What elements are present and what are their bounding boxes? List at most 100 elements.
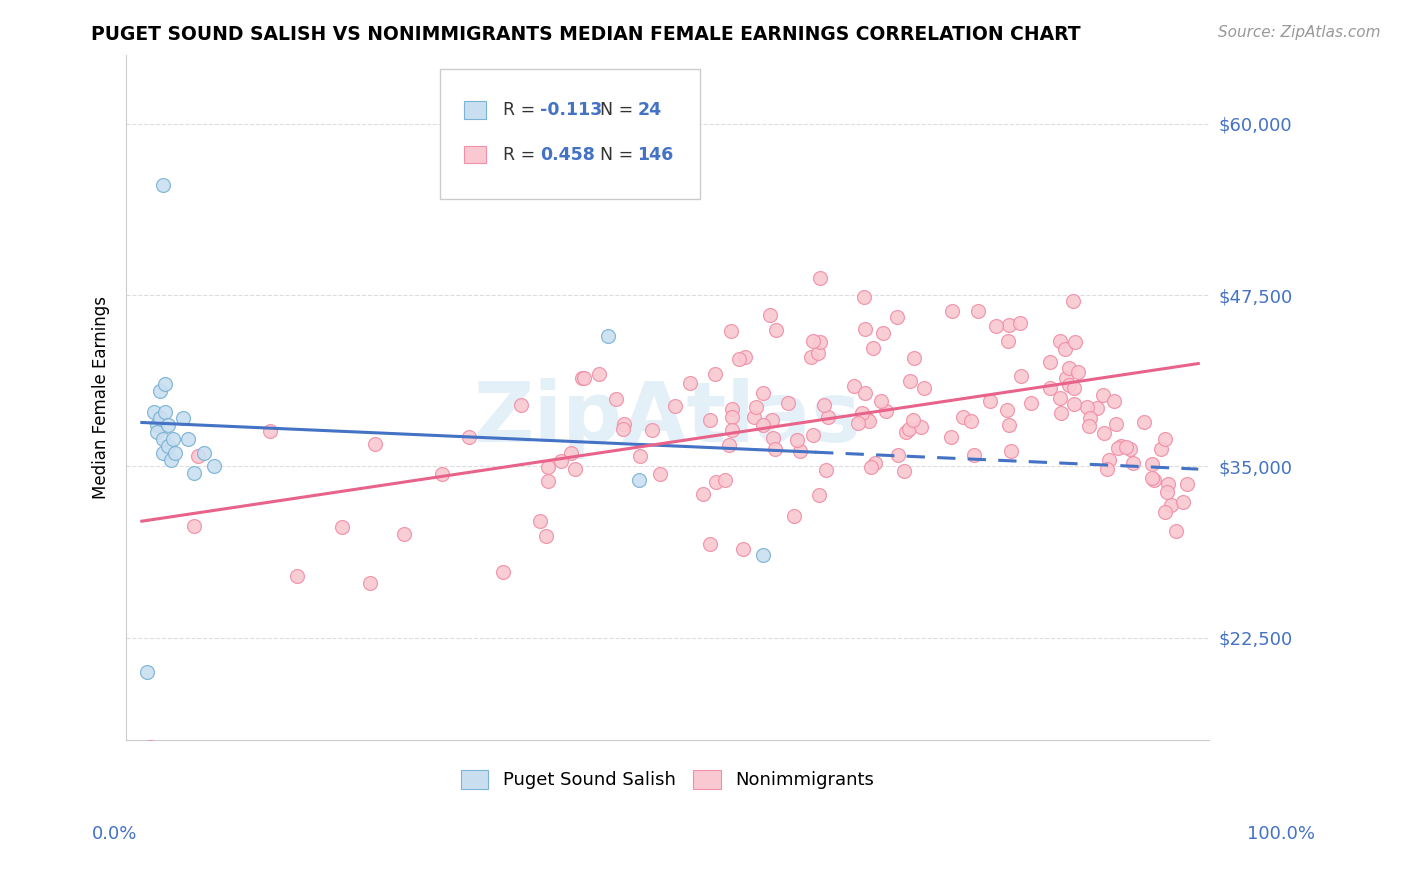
Point: [910, 420, 932, 434]
Y-axis label: Median Female Earnings: Median Female Earnings: [93, 296, 110, 500]
Point: [851, 406, 873, 420]
Point: [814, 463, 837, 477]
Point: [202, 459, 225, 474]
Point: [997, 334, 1019, 348]
Point: [717, 438, 740, 452]
Point: [817, 410, 839, 425]
FancyBboxPatch shape: [464, 102, 485, 119]
Point: [761, 412, 783, 426]
Point: [952, 410, 974, 425]
Point: [612, 422, 634, 436]
Point: [1104, 417, 1126, 431]
Point: [745, 401, 768, 415]
Point: [903, 351, 925, 366]
Point: [1115, 440, 1137, 454]
Point: [721, 423, 744, 437]
Point: [564, 461, 586, 475]
Point: [853, 290, 876, 304]
Point: [995, 403, 1018, 417]
Point: [765, 323, 787, 337]
Point: [1067, 365, 1090, 379]
Point: [1119, 442, 1142, 456]
Point: [1173, 495, 1195, 509]
Point: [149, 384, 172, 398]
Point: [534, 529, 557, 543]
Point: [1133, 416, 1156, 430]
Point: [510, 398, 533, 412]
Point: [898, 374, 921, 388]
Point: [650, 467, 672, 482]
Point: [720, 324, 742, 338]
Point: [153, 377, 176, 392]
Point: [734, 350, 756, 364]
Point: [162, 432, 184, 446]
Point: [751, 386, 773, 401]
Point: [858, 413, 880, 427]
Point: [808, 271, 831, 285]
Point: [941, 304, 963, 318]
Point: [752, 549, 775, 563]
FancyBboxPatch shape: [464, 146, 485, 163]
Point: [1049, 391, 1071, 405]
Point: [537, 474, 560, 488]
Point: [1153, 432, 1175, 446]
Point: [1153, 505, 1175, 519]
Point: [778, 395, 800, 409]
Point: [901, 413, 924, 427]
Text: -0.113: -0.113: [540, 101, 602, 119]
Point: [1077, 418, 1099, 433]
Point: [1021, 396, 1043, 410]
Point: [912, 381, 935, 395]
Text: R =: R =: [503, 101, 541, 119]
Point: [588, 367, 610, 381]
Point: [808, 335, 831, 350]
FancyBboxPatch shape: [440, 69, 700, 199]
Point: [457, 429, 479, 443]
Point: [1050, 406, 1073, 420]
Text: 0.458: 0.458: [540, 145, 595, 163]
Point: [1057, 378, 1080, 392]
Point: [1039, 381, 1062, 395]
Point: [143, 404, 166, 418]
Text: N =: N =: [600, 145, 640, 163]
Point: [848, 416, 870, 430]
Point: [1156, 485, 1178, 500]
Point: [394, 527, 416, 541]
Point: [152, 178, 174, 193]
Text: 0.0%: 0.0%: [91, 825, 136, 843]
Point: [136, 665, 159, 679]
Point: [1157, 476, 1180, 491]
Point: [183, 518, 205, 533]
Point: [744, 410, 766, 425]
Point: [627, 473, 650, 487]
Point: [529, 514, 551, 528]
Point: [1078, 410, 1101, 425]
Point: [1087, 401, 1109, 415]
Point: [844, 379, 866, 393]
Point: [259, 424, 281, 438]
Point: [149, 411, 172, 425]
Point: [1166, 524, 1188, 539]
Point: [1098, 453, 1121, 467]
Point: [813, 398, 835, 412]
Point: [152, 432, 174, 446]
Text: 146: 146: [637, 145, 673, 163]
Point: [759, 308, 782, 322]
Point: [1092, 388, 1115, 402]
Point: [801, 428, 824, 442]
Text: 24: 24: [637, 101, 661, 119]
Point: [537, 459, 560, 474]
Point: [1102, 393, 1125, 408]
Point: [853, 322, 876, 336]
Point: [1054, 371, 1077, 385]
Point: [997, 417, 1019, 432]
Point: [163, 445, 186, 459]
Point: [1160, 498, 1182, 512]
Text: N =: N =: [600, 101, 640, 119]
Text: PUGET SOUND SALISH VS NONIMMIGRANTS MEDIAN FEMALE EARNINGS CORRELATION CHART: PUGET SOUND SALISH VS NONIMMIGRANTS MEDI…: [91, 25, 1081, 44]
Point: [1062, 293, 1084, 308]
Point: [704, 475, 727, 490]
Point: [605, 392, 627, 406]
Point: [1095, 462, 1118, 476]
Point: [872, 326, 894, 340]
